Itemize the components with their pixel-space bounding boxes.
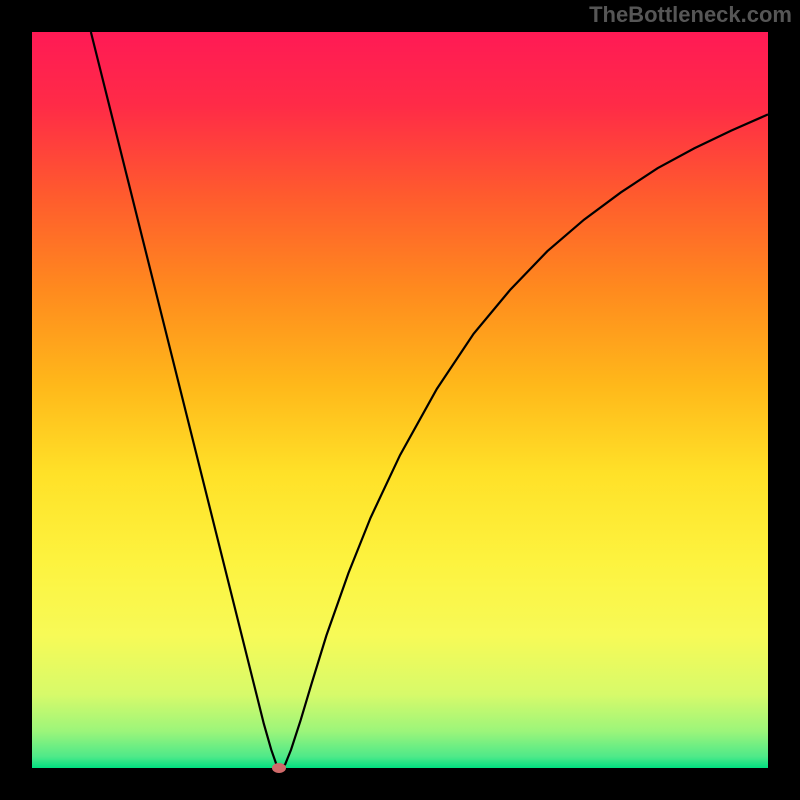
chart-container: TheBottleneck.com xyxy=(0,0,800,800)
bottleneck-curve xyxy=(32,32,768,768)
watermark-text: TheBottleneck.com xyxy=(589,2,792,28)
minimum-marker xyxy=(272,763,286,773)
plot-area xyxy=(32,32,768,768)
